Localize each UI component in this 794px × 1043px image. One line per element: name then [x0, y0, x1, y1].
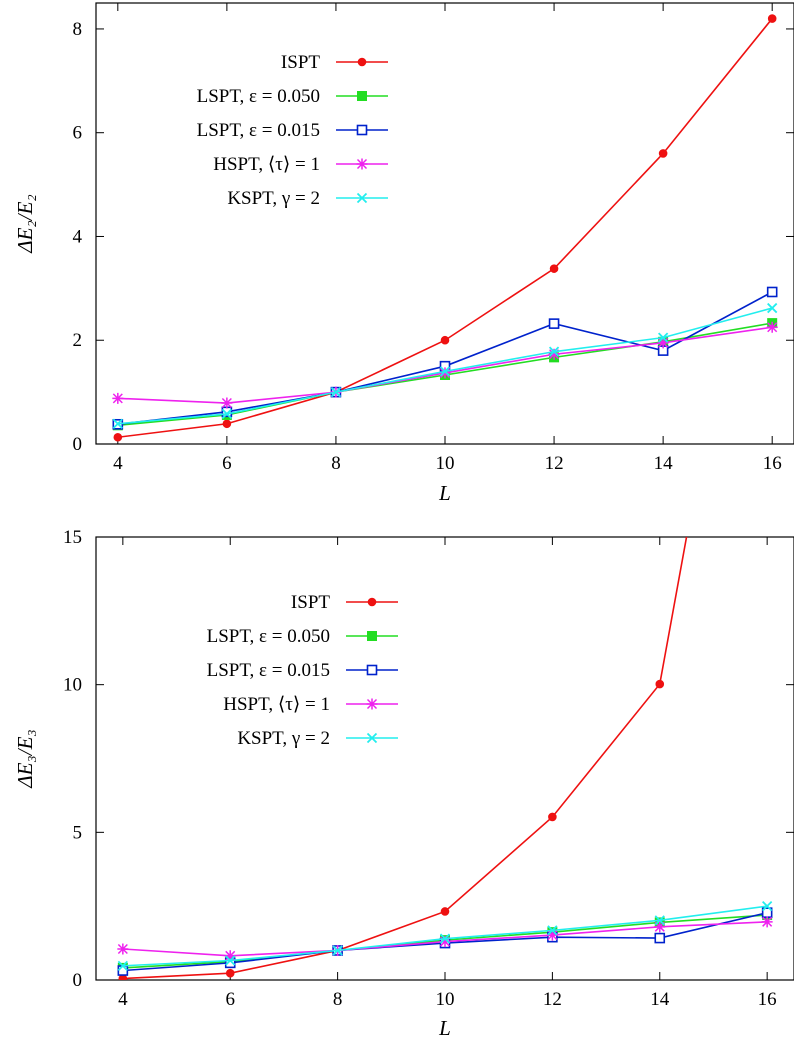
data-point: [440, 335, 450, 345]
data-point: [657, 337, 669, 349]
data-point: [222, 419, 232, 429]
data-point: [440, 907, 450, 916]
data-point: [117, 943, 129, 955]
x-tick-label: 6: [225, 989, 235, 1010]
data-point: [762, 901, 773, 912]
data-point: [655, 679, 665, 689]
x-tick-label: 16: [763, 453, 782, 474]
legend-label: KSPT, γ = 2: [227, 188, 320, 209]
data-point: [117, 965, 129, 976]
x-tick-label: 4: [118, 989, 128, 1010]
data-point: [439, 366, 451, 377]
data-point: [548, 812, 557, 822]
data-point: [654, 921, 666, 933]
legend-label: KSPT, γ = 2: [237, 728, 330, 749]
data-point: [225, 968, 235, 978]
data-point: [332, 945, 343, 956]
x-tick-label: 14: [654, 453, 674, 474]
series-line: [117, 291, 773, 426]
y-tick-label: 10: [63, 675, 82, 696]
y-tick-label: 8: [73, 19, 83, 40]
data-point: [654, 932, 666, 944]
data-point: [225, 955, 236, 966]
x-tick-label: 10: [436, 453, 455, 474]
y-axis-label: ΔE₂/E₂: [13, 194, 37, 253]
series-group: [117, 90, 773, 980]
data-point: [766, 321, 778, 333]
data-point: [221, 397, 233, 409]
x-tick-label: 10: [436, 989, 455, 1010]
data-point: [439, 933, 451, 944]
legend-marker: [357, 91, 367, 101]
y-tick-label: 4: [73, 226, 83, 247]
y-tick-label: 5: [73, 822, 83, 843]
data-point: [221, 408, 233, 420]
data-point: [112, 392, 124, 404]
legend-marker: [366, 664, 378, 676]
data-point: [439, 367, 451, 379]
x-tick-label: 8: [331, 453, 341, 474]
legend-label: HSPT, ⟨τ⟩ = 1: [213, 154, 320, 175]
legend-marker: [367, 631, 377, 641]
data-point: [117, 960, 128, 971]
x-tick-label: 12: [543, 989, 562, 1010]
legend-label: ISPT: [281, 52, 320, 73]
panel-2: 4 6 8 10 12 14 16 0 5 10 15 L ΔE₃/E₃ ISPT LSPT, ε = 0.…: [13, 90, 794, 1040]
data-point: [112, 418, 123, 429]
data-point: [654, 915, 665, 926]
legend-marker: [356, 124, 368, 136]
data-point: [761, 916, 773, 928]
data-point: [546, 929, 558, 941]
x-tick-label: 4: [113, 453, 123, 474]
y-axis-label: ΔE₃/E₃: [13, 729, 37, 788]
data-point: [767, 302, 778, 314]
data-point: [657, 332, 669, 343]
data-point: [763, 90, 771, 98]
x-tick-label: 6: [222, 453, 232, 474]
legend-label: LSPT, ε = 0.050: [207, 626, 330, 647]
y-tick-label: 0: [73, 434, 83, 455]
y-tick-label: 2: [73, 330, 83, 351]
legend-label: ISPT: [291, 592, 330, 613]
x-tick-label: 8: [333, 989, 343, 1010]
panel-1: 4 6 8 10 12 14 16 0 2 4 6 8 L ΔE₂/E₂ ISPT LSPT, ε = 0.0…: [13, 2, 794, 505]
x-tick-label: 16: [758, 989, 777, 1010]
legend-label: LSPT, ε = 0.015: [207, 660, 330, 681]
y-tick-label: 15: [63, 527, 82, 548]
data-point: [113, 432, 123, 442]
legend-marker: [356, 158, 368, 170]
y-tick-label: 6: [73, 123, 83, 144]
x-axis-label: L: [438, 1016, 451, 1040]
data-point: [330, 386, 342, 398]
data-point: [549, 264, 559, 273]
legend-marker: [367, 597, 377, 607]
legend-marker: [356, 192, 368, 204]
data-point: [224, 950, 236, 962]
x-tick-label: 12: [545, 453, 564, 474]
data-point: [767, 14, 777, 23]
data-point: [118, 974, 128, 980]
x-tick-label: 14: [650, 989, 670, 1010]
legend-label: LSPT, ε = 0.050: [197, 86, 320, 107]
data-point: [548, 318, 560, 329]
series-group: [112, 14, 778, 442]
data-point: [547, 925, 558, 936]
y-tick-label: 0: [73, 970, 83, 991]
data-point: [548, 346, 560, 357]
legend-label: HSPT, ⟨τ⟩ = 1: [223, 694, 330, 715]
legend-marker: [366, 698, 378, 710]
data-point: [548, 348, 560, 360]
legend-label: LSPT, ε = 0.015: [197, 120, 320, 141]
legend-marker: [366, 732, 378, 744]
x-axis-label: L: [438, 481, 451, 505]
data-point: [439, 936, 451, 948]
data-point: [766, 286, 778, 298]
legend-marker: [357, 57, 367, 67]
data-point: [658, 149, 668, 158]
series-line: [122, 537, 688, 980]
